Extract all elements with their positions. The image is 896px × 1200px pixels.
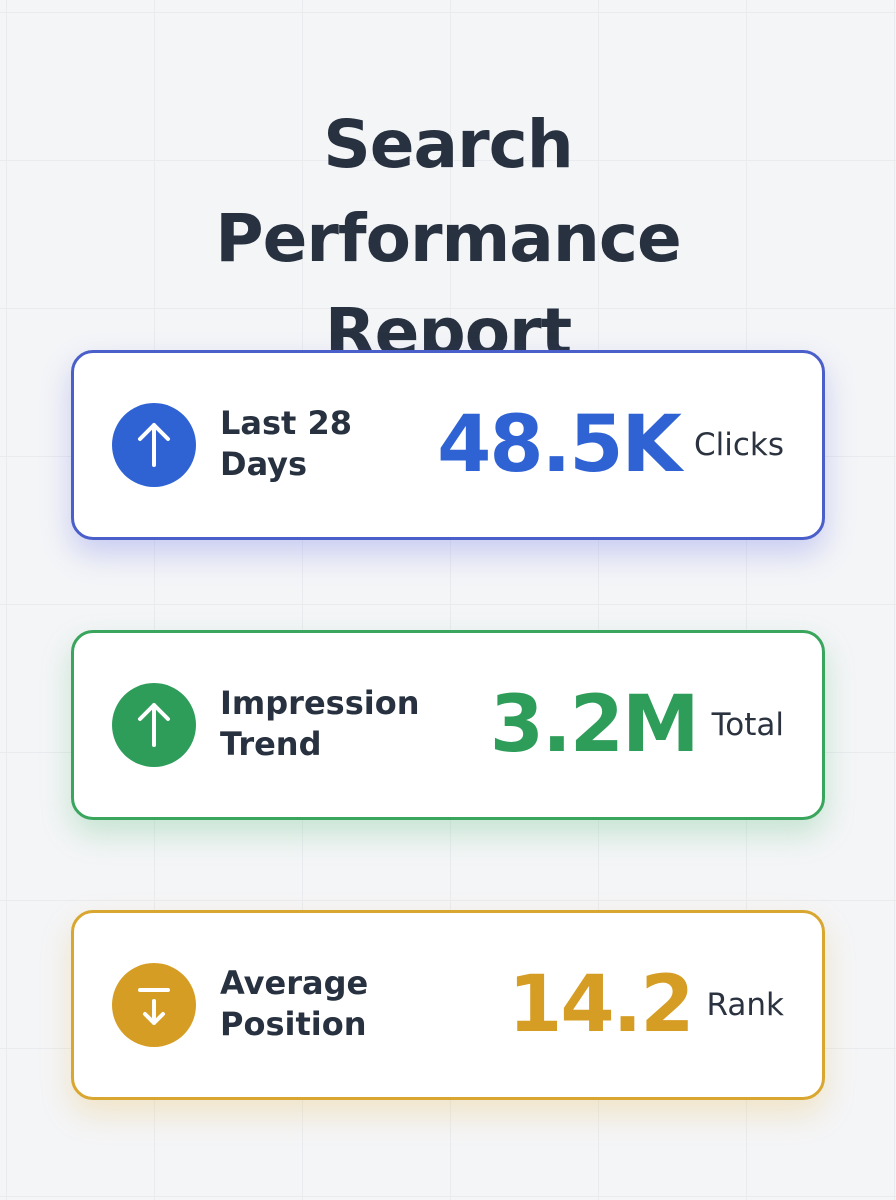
metric-unit: Rank [706,987,784,1023]
card-label: Last 28 Days [220,404,352,483]
metric-unit: Total [711,707,784,743]
metric-value: 14.2 [508,960,694,1050]
down-icon [112,963,196,1047]
metric-unit: Clicks [693,427,784,463]
up-icon [112,403,196,487]
page-title: Search Performance Report [215,106,681,371]
metric: 14.2 Rank [508,913,784,1097]
up-icon [112,683,196,767]
metric: 48.5K Clicks [437,353,784,537]
metric: 3.2M Total [490,633,784,817]
metric-value: 3.2M [489,680,700,770]
card-label: Average Position [220,964,369,1043]
metric-value: 48.5K [437,400,682,490]
metric-card: Impression Trend 3.2M Total [71,630,825,820]
card-label: Impression Trend [220,684,420,763]
metric-card: Last 28 Days 48.5K Clicks [71,350,825,540]
metric-card: Average Position 14.2 Rank [71,910,825,1100]
